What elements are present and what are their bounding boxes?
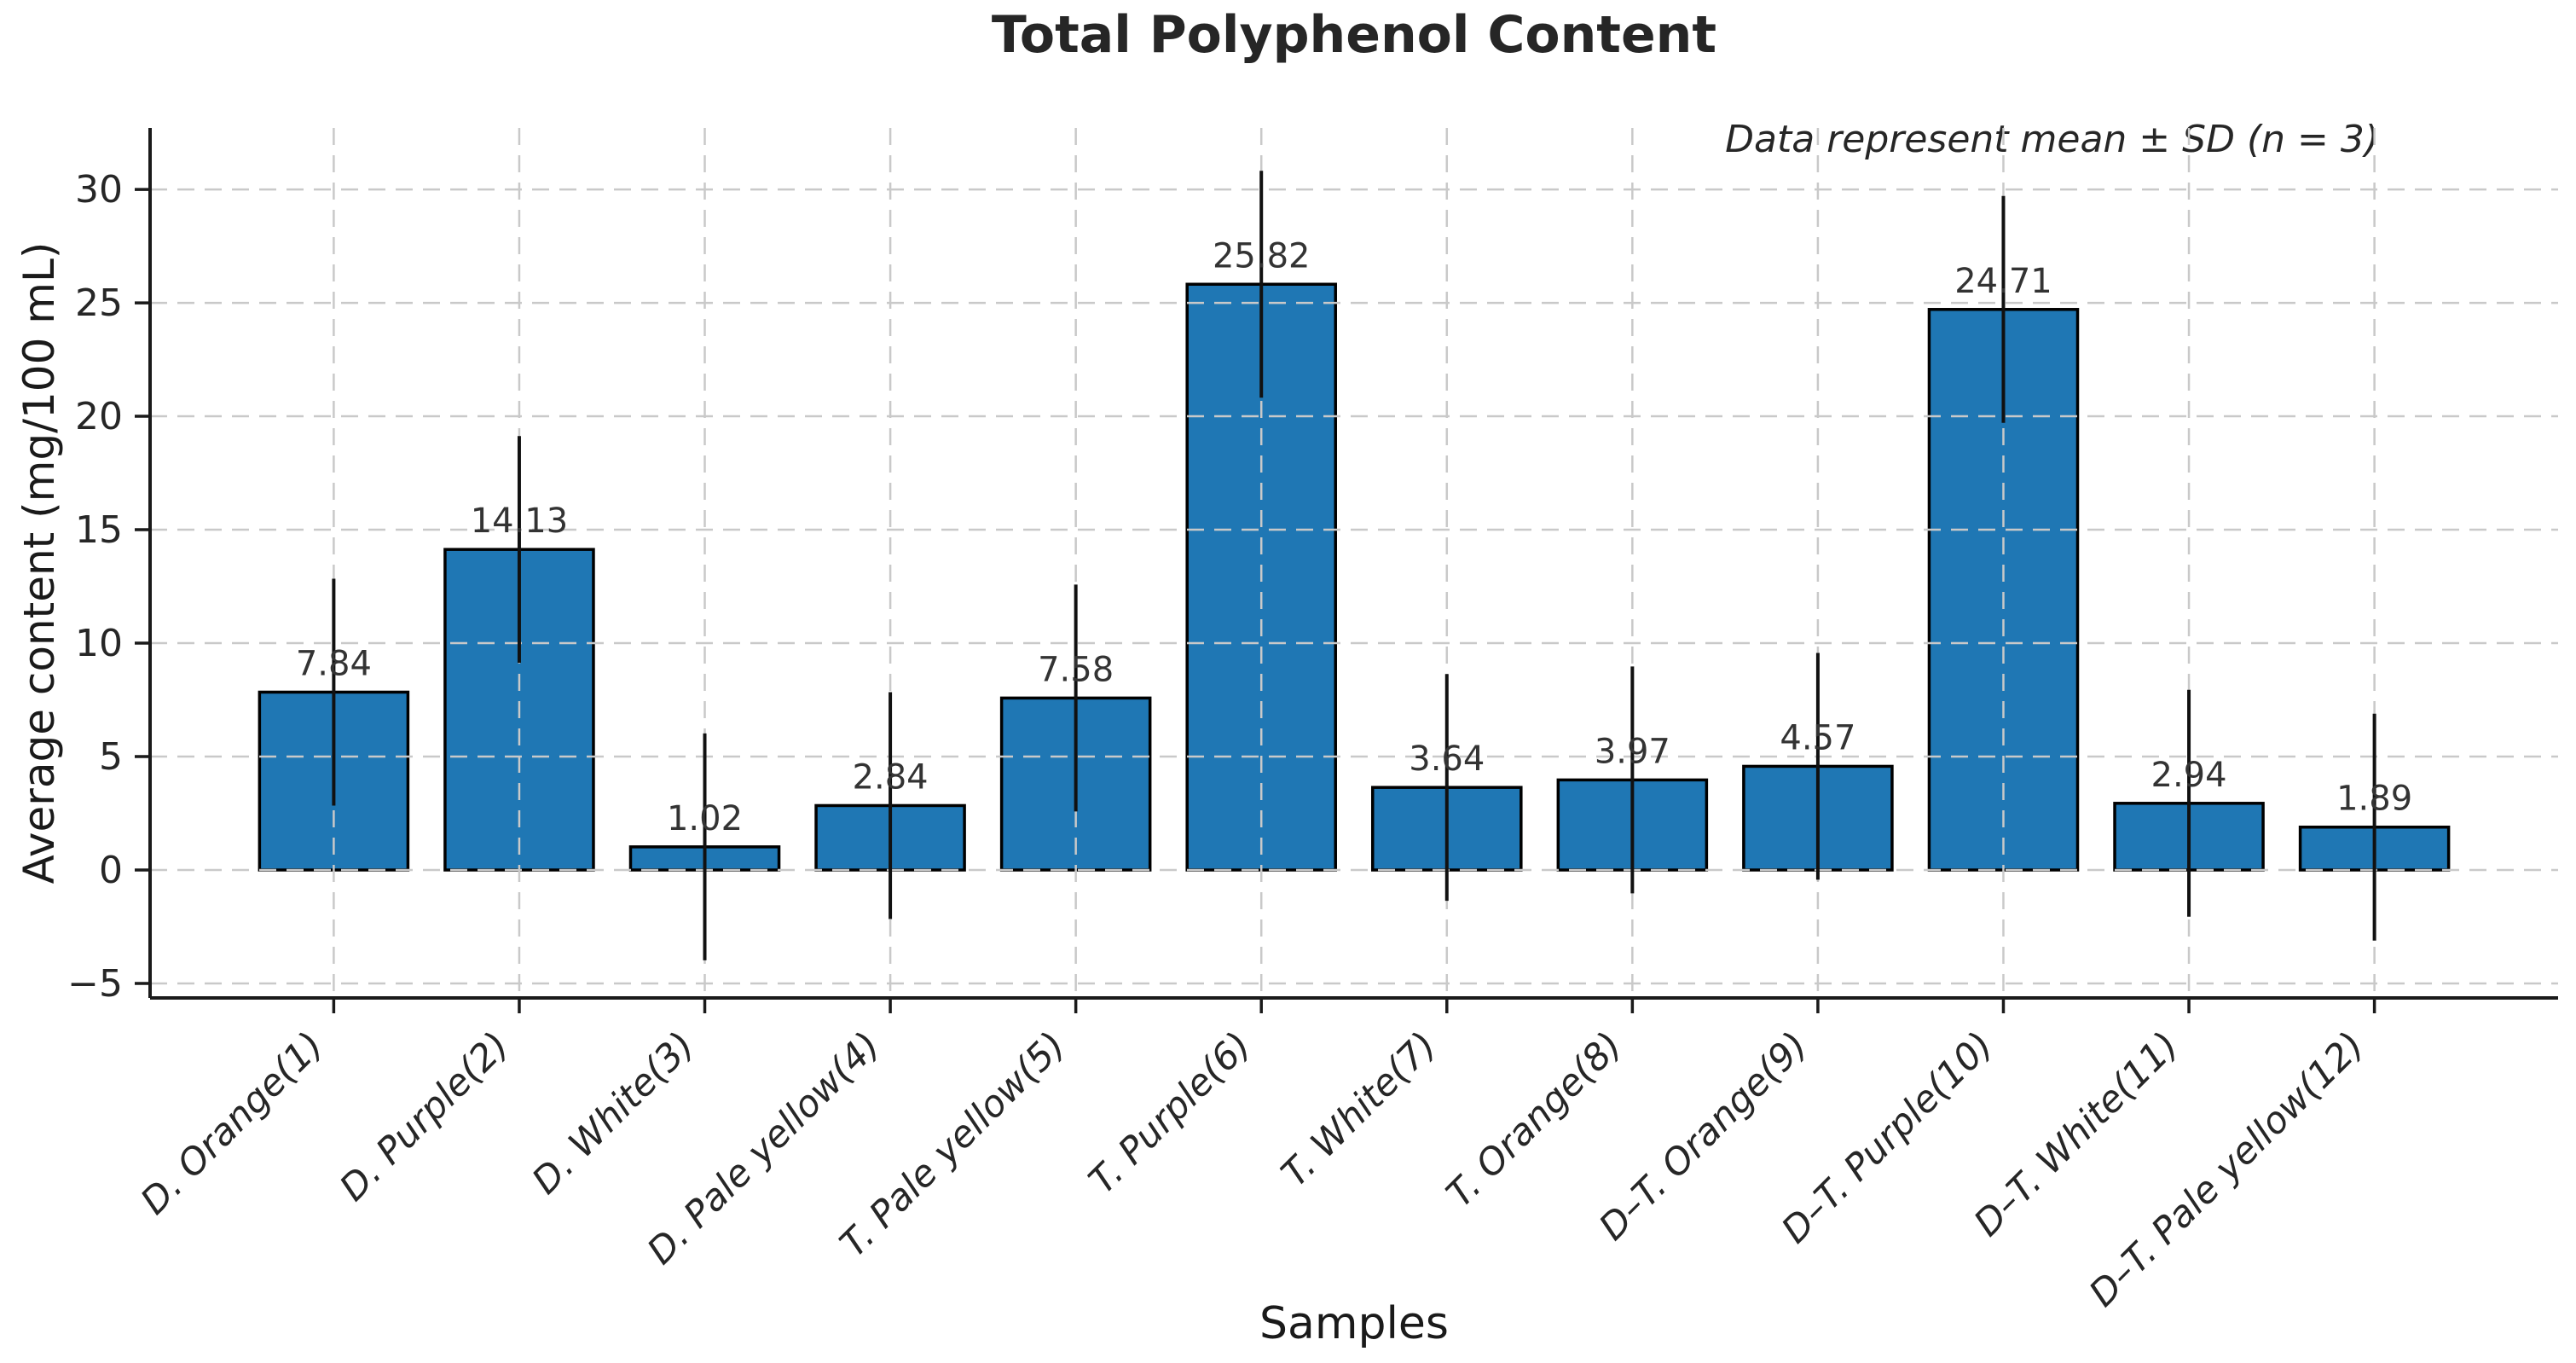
value-label-12: 1.89 [2336, 780, 2412, 819]
y-tick-label-5: 15 [75, 508, 123, 552]
value-label-11: 2.94 [2151, 756, 2227, 795]
x-tick-label-1: D. Orange(1) [133, 1024, 333, 1223]
value-label-5: 7.58 [1038, 650, 1114, 689]
y-tick-label-6: 20 [75, 395, 123, 438]
y-tick-label-3: 5 [99, 735, 123, 779]
chart-title: Total Polyphenol Content [991, 5, 1717, 65]
x-tick-label-6: T. Purple(6) [1081, 1024, 1259, 1202]
y-tick-label-7: 25 [75, 281, 123, 325]
value-label-8: 3.97 [1595, 732, 1670, 771]
value-label-1: 7.84 [296, 644, 372, 683]
y-tick-label-4: 10 [75, 622, 123, 665]
value-label-2: 14.13 [471, 502, 569, 541]
x-tick-label-3: D. White(3) [524, 1024, 703, 1203]
y-tick-label-1: −5 [67, 962, 123, 1006]
x-tick-label-8: T. Orange(8) [1439, 1024, 1630, 1215]
annotation-note: Data represent mean ± SD (n = 3) [1725, 118, 2379, 161]
value-label-9: 4.57 [1780, 718, 1855, 757]
y-tick-label-2: 0 [99, 849, 123, 892]
x-tick-label-7: T. White(7) [1273, 1024, 1444, 1195]
value-label-6: 25.82 [1213, 236, 1311, 276]
value-label-3: 1.02 [667, 799, 743, 838]
value-label-7: 3.64 [1409, 740, 1485, 779]
y-tick-label-8: 30 [75, 168, 123, 212]
value-label-4: 2.84 [853, 757, 929, 797]
value-label-10: 24.71 [1954, 262, 2052, 301]
x-tick-label-2: D. Purple(2) [332, 1024, 518, 1209]
x-axis-label: Samples [1259, 1298, 1450, 1349]
